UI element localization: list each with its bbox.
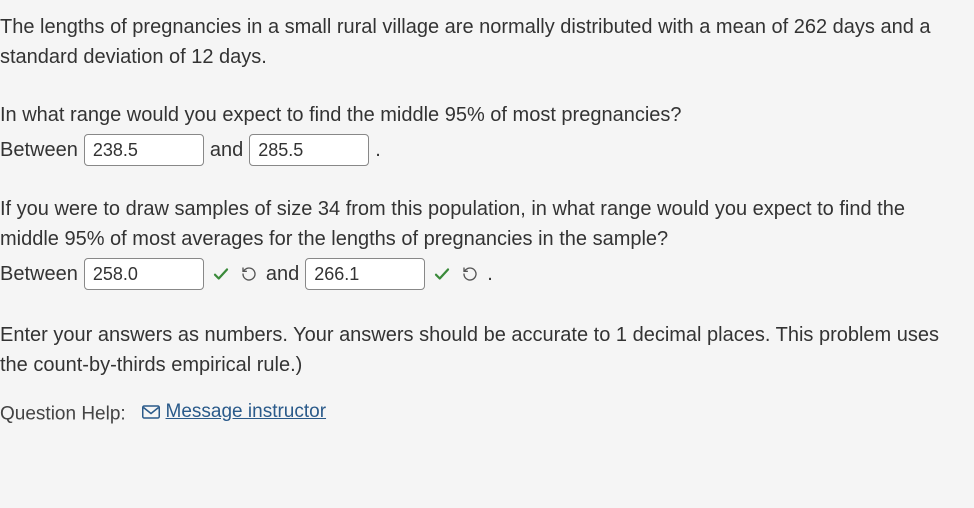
q1-input-upper[interactable] <box>249 134 369 166</box>
q2-input-upper[interactable] <box>305 258 425 290</box>
help-label: Question Help: <box>0 403 126 424</box>
q1-answer-row: Between and . <box>0 134 966 166</box>
q2-period: . <box>487 259 493 289</box>
help-row: Question Help: Message instructor <box>0 398 966 429</box>
q1-input-lower[interactable] <box>84 134 204 166</box>
help-link-text: Message instructor <box>166 398 327 427</box>
note-text: Enter your answers as numbers. Your answ… <box>0 324 939 376</box>
q2-input-lower[interactable] <box>84 258 204 290</box>
q2-answer-row: Between and . <box>0 258 966 290</box>
q2-prompt: If you were to draw samples of size 34 f… <box>0 194 966 254</box>
question-2: If you were to draw samples of size 34 f… <box>0 194 966 290</box>
retry-icon[interactable] <box>459 263 481 285</box>
q1-period: . <box>375 135 381 165</box>
q2-and-label: and <box>266 259 299 289</box>
q1-between-label: Between <box>0 135 78 165</box>
q1-prompt: In what range would you expect to find t… <box>0 100 966 130</box>
mail-icon <box>142 405 160 419</box>
question-1: In what range would you expect to find t… <box>0 100 966 166</box>
intro-content: The lengths of pregnancies in a small ru… <box>0 16 931 68</box>
retry-icon[interactable] <box>238 263 260 285</box>
intro-text: The lengths of pregnancies in a small ru… <box>0 12 966 72</box>
q1-and-label: and <box>210 135 243 165</box>
instructions-note: Enter your answers as numbers. Your answ… <box>0 320 966 380</box>
message-instructor-link[interactable]: Message instructor <box>142 398 327 427</box>
q2-between-label: Between <box>0 259 78 289</box>
check-icon <box>431 263 453 285</box>
check-icon <box>210 263 232 285</box>
